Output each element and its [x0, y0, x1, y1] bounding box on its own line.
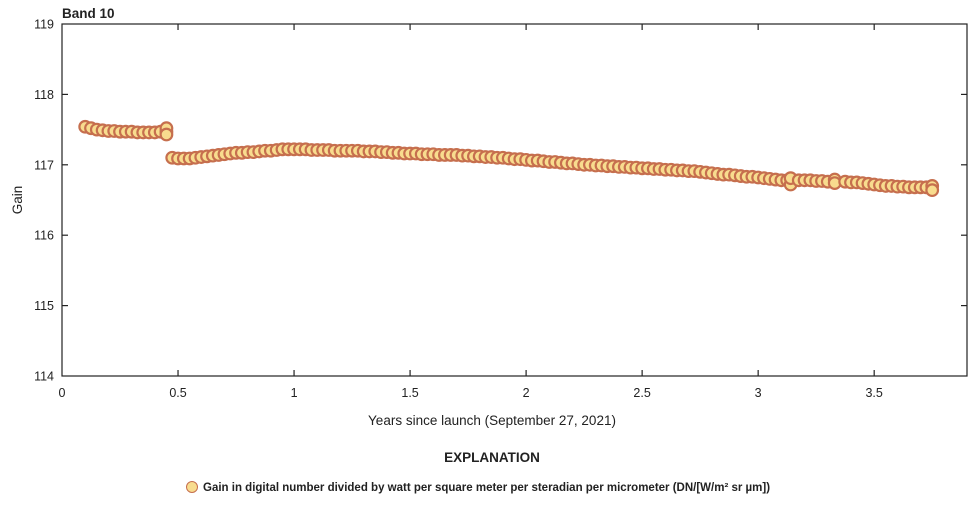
y-tick-label: 119	[34, 18, 54, 32]
x-tick-label: 2	[523, 386, 530, 400]
scatter-points	[78, 119, 940, 198]
x-tick-label: 0	[59, 386, 66, 400]
y-tick-label: 118	[34, 88, 54, 102]
x-tick-label: 1.5	[401, 386, 418, 400]
plot-area-frame	[61, 23, 968, 377]
data-point	[159, 127, 174, 142]
y-tick-label: 114	[34, 370, 54, 384]
x-axis-label: Years since launch (September 27, 2021)	[368, 413, 616, 428]
legend-entry-label: Gain in digital number divided by watt p…	[203, 482, 770, 494]
y-axis-label: Gain	[10, 186, 25, 215]
data-point	[925, 183, 940, 198]
chart-title: Band 10	[62, 6, 115, 21]
legend-title: EXPLANATION	[444, 450, 540, 465]
y-tick-label: 117	[34, 158, 54, 172]
y-tick-label: 115	[34, 299, 54, 313]
legend-marker	[186, 481, 198, 493]
y-tick-label: 116	[34, 229, 54, 243]
x-tick-label: 3	[755, 386, 762, 400]
x-tick-label: 3.5	[865, 386, 882, 400]
axis-ticks: 0 0.5 1 1.5 2 2.5 3 3.5 114 115 116 117 118 119	[34, 18, 967, 400]
x-tick-label: 2.5	[633, 386, 650, 400]
x-tick-label: 0.5	[169, 386, 186, 400]
x-tick-label: 1	[291, 386, 298, 400]
